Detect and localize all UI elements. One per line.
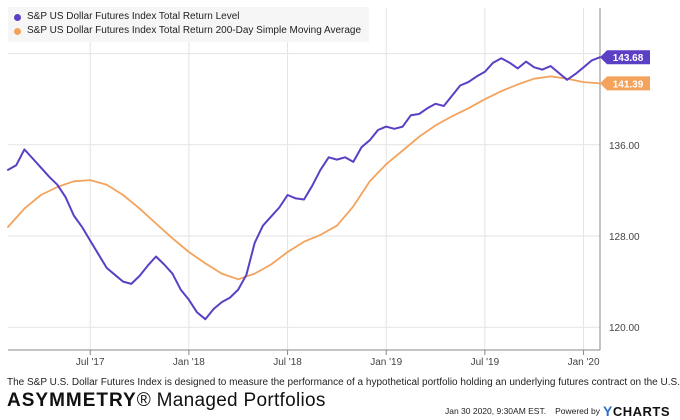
y-tick-label: 136.00 [609, 141, 640, 152]
series-line-sma [7, 75, 601, 281]
legend-label-level: S&P US Dollar Futures Index Total Return… [27, 11, 240, 22]
chart-labels: 141.39 143.68 [600, 50, 650, 91]
legend-item-level[interactable]: S&P US Dollar Futures Index Total Return… [14, 10, 361, 24]
last-value-label: 143.68 [613, 53, 644, 64]
y-tick-label: 128.00 [609, 232, 640, 243]
last-value-flag-shape [600, 76, 650, 91]
timestamp: Jan 30 2020, 9:30AM EST. [444, 406, 547, 416]
chart-caption: The S&P U.S. Dollar Futures Index is des… [7, 377, 680, 388]
brand-logo: ASYMMETRY® Managed Portfolios [7, 390, 326, 412]
legend-marker-sma [14, 27, 21, 35]
x-tick-label: Jul '19 [471, 357, 500, 368]
powered-by-label: Powered by [555, 406, 600, 416]
x-tick-label: Jan '20 [568, 357, 600, 368]
x-tick-label: Jul '18 [273, 357, 302, 368]
last-value-flag-sma: 141.39 [600, 76, 650, 91]
chart-grid [8, 8, 600, 350]
last-value-label: 141.39 [613, 79, 644, 90]
x-tick-label: Jul '17 [76, 357, 105, 368]
x-tick-label: Jan '19 [370, 357, 402, 368]
legend-label-sma: S&P US Dollar Futures Index Total Return… [27, 25, 362, 36]
series-line-level [7, 56, 601, 321]
footer-attribution: Jan 30 2020, 9:30AM EST. Powered by YCHA… [445, 403, 670, 419]
brand-main: ASYMMETRY [7, 390, 137, 411]
chart-series [7, 56, 601, 321]
legend-item-sma[interactable]: S&P US Dollar Futures Index Total Return… [14, 24, 361, 38]
legend-marker-level [14, 13, 21, 21]
last-value-flag-level: 143.68 [600, 50, 650, 65]
x-tick-label: Jan '18 [173, 357, 205, 368]
brand-registered-mark: ® [136, 390, 152, 411]
ycharts-logo[interactable]: YCHARTS [603, 403, 670, 419]
y-tick-label: 120.00 [609, 323, 640, 334]
last-value-flag-shape [600, 50, 650, 65]
chart-legend: S&P US Dollar Futures Index Total Return… [8, 7, 370, 42]
brand-rest: Managed Portfolios [151, 390, 326, 411]
ycharts-logo-y: Y [602, 403, 613, 419]
ycharts-logo-text: CHARTS [612, 404, 670, 419]
